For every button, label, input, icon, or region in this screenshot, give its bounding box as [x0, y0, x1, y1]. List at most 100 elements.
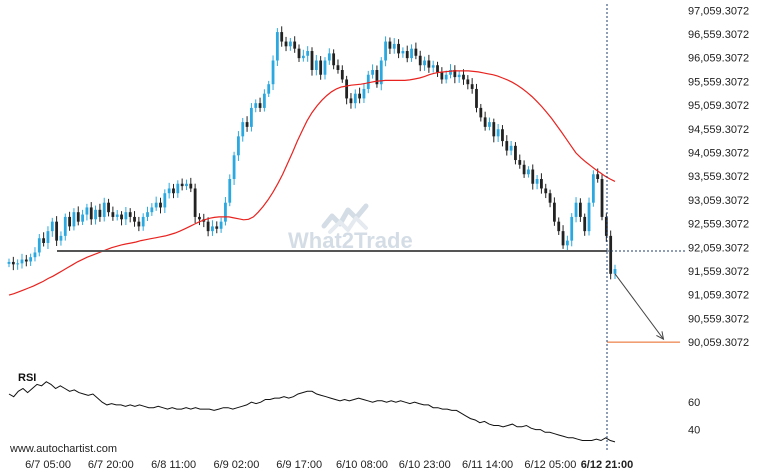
- candle: [600, 174, 604, 221]
- candle: [483, 111, 487, 131]
- candle-body: [323, 60, 327, 75]
- candle-body: [327, 53, 331, 61]
- candle-body: [444, 74, 448, 80]
- candle-body: [50, 221, 54, 232]
- candle-body: [509, 145, 513, 151]
- credit-text: www.autochartist.com: [9, 443, 117, 455]
- candle-body: [111, 212, 115, 217]
- candle: [115, 210, 119, 221]
- candle: [314, 54, 318, 76]
- candle-body: [522, 164, 526, 175]
- candle-body: [33, 252, 37, 258]
- candle-body: [600, 179, 604, 217]
- candle-body: [102, 202, 106, 217]
- candle-body: [587, 202, 591, 232]
- candle-body: [150, 207, 154, 213]
- candle-body: [371, 69, 374, 75]
- rsi-panel: RSI 60 40: [8, 372, 700, 443]
- price-tick-label: 97,059.3072: [688, 5, 749, 17]
- candle: [262, 89, 266, 112]
- candle: [527, 166, 530, 178]
- candle: [7, 258, 11, 268]
- candle: [20, 253, 24, 269]
- candle: [180, 178, 184, 191]
- candle: [548, 189, 552, 208]
- candle: [340, 65, 344, 83]
- candle: [384, 36, 387, 67]
- candle: [327, 48, 331, 65]
- candle-body: [462, 74, 465, 80]
- forecast-arrow: [614, 273, 665, 341]
- candle: [496, 123, 500, 142]
- candle: [59, 231, 63, 246]
- candle-body: [384, 41, 387, 61]
- candle-body: [37, 238, 41, 253]
- candle: [241, 117, 245, 142]
- candle: [319, 56, 323, 80]
- candle-body: [518, 160, 522, 165]
- candle: [388, 37, 392, 55]
- time-tick-label: 6/9 17:00: [276, 459, 322, 471]
- candle: [492, 118, 496, 143]
- candle-body: [228, 179, 232, 203]
- rsi-title: RSI: [18, 372, 36, 384]
- price-tick-label: 96,059.3072: [688, 53, 749, 65]
- candle-body: [544, 188, 548, 194]
- candle: [488, 117, 491, 131]
- time-tick-label: 6/7 20:00: [88, 459, 134, 471]
- candle-body: [46, 231, 50, 243]
- candle: [50, 217, 54, 237]
- candle-body: [557, 221, 561, 232]
- time-tick-label: 6/12 05:00: [524, 459, 576, 471]
- candle-body: [488, 122, 491, 127]
- candle-body: [345, 79, 349, 99]
- candle: [531, 164, 535, 190]
- candle-body: [353, 93, 357, 104]
- candle: [219, 217, 223, 233]
- candle-body: [535, 179, 539, 184]
- candle-body: [288, 41, 292, 47]
- candle-body: [133, 216, 136, 222]
- candle-body: [120, 214, 123, 220]
- candle: [128, 208, 132, 223]
- price-tick-label: 93,059.3072: [688, 195, 749, 207]
- price-tick-label: 91,059.3072: [688, 290, 749, 302]
- candle: [453, 65, 457, 84]
- candle-body: [613, 269, 617, 274]
- candle: [297, 44, 301, 62]
- candle-body: [193, 188, 197, 217]
- candle: [37, 234, 41, 257]
- candle-body: [154, 202, 158, 208]
- candle: [418, 50, 422, 72]
- candle: [232, 151, 236, 185]
- candle-body: [340, 69, 344, 80]
- candle-body: [232, 155, 236, 179]
- candle-body: [137, 221, 141, 227]
- candle: [371, 64, 374, 79]
- candle-body: [115, 214, 119, 217]
- time-tick-label: 6/8 11:00: [151, 459, 196, 471]
- candle: [198, 213, 201, 226]
- candle-body: [245, 122, 249, 127]
- candle: [613, 264, 617, 280]
- candle-body: [94, 209, 97, 220]
- candle: [185, 179, 188, 191]
- rsi-tick-label: 60: [688, 397, 700, 409]
- candle-body: [401, 51, 405, 54]
- candle: [11, 256, 15, 271]
- candle: [81, 209, 84, 226]
- candle-body: [55, 221, 59, 241]
- candle: [250, 103, 253, 132]
- candle-body: [24, 259, 28, 262]
- candle-body: [319, 60, 323, 75]
- candle-body: [267, 84, 271, 94]
- candle-body: [531, 169, 535, 184]
- candle-body: [349, 98, 353, 104]
- candle: [522, 160, 526, 178]
- candle: [475, 83, 478, 113]
- candle-body: [414, 48, 418, 56]
- candle-body: [397, 43, 400, 54]
- candle-body: [553, 202, 556, 222]
- candle: [310, 47, 314, 76]
- candle-body: [262, 93, 266, 108]
